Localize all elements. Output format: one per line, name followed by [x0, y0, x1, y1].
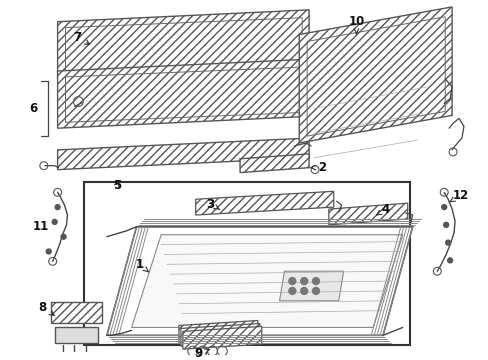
Text: 5: 5 [112, 179, 121, 192]
Circle shape [52, 220, 57, 224]
Polygon shape [240, 154, 308, 172]
Polygon shape [195, 191, 333, 215]
Circle shape [288, 278, 295, 284]
Circle shape [300, 278, 307, 284]
Circle shape [46, 249, 51, 254]
Polygon shape [181, 324, 259, 346]
Text: 8: 8 [39, 301, 54, 315]
Circle shape [61, 234, 66, 239]
Text: 1: 1 [135, 258, 148, 272]
Polygon shape [107, 227, 412, 335]
Circle shape [312, 278, 319, 284]
Circle shape [443, 222, 447, 227]
Text: 6: 6 [29, 102, 37, 115]
Polygon shape [58, 59, 308, 128]
Polygon shape [131, 235, 402, 328]
Text: 3: 3 [206, 198, 219, 211]
Polygon shape [55, 328, 98, 343]
Circle shape [55, 204, 60, 210]
Polygon shape [58, 138, 308, 170]
Text: 9: 9 [194, 347, 209, 360]
Text: 10: 10 [347, 15, 364, 34]
Circle shape [300, 288, 307, 294]
Circle shape [447, 258, 452, 263]
Polygon shape [58, 10, 308, 79]
Text: 11: 11 [33, 220, 49, 233]
Polygon shape [328, 203, 407, 225]
Circle shape [312, 288, 319, 294]
Text: 4: 4 [376, 203, 389, 216]
Polygon shape [51, 302, 102, 324]
Text: 7: 7 [73, 31, 89, 44]
Polygon shape [279, 271, 343, 301]
Polygon shape [299, 7, 451, 143]
Polygon shape [183, 327, 261, 349]
Circle shape [441, 204, 446, 210]
Text: 12: 12 [449, 189, 468, 202]
Text: 2: 2 [310, 161, 325, 174]
Bar [84, 183, 409, 345]
Circle shape [445, 240, 450, 245]
Polygon shape [179, 320, 257, 343]
Circle shape [288, 288, 295, 294]
